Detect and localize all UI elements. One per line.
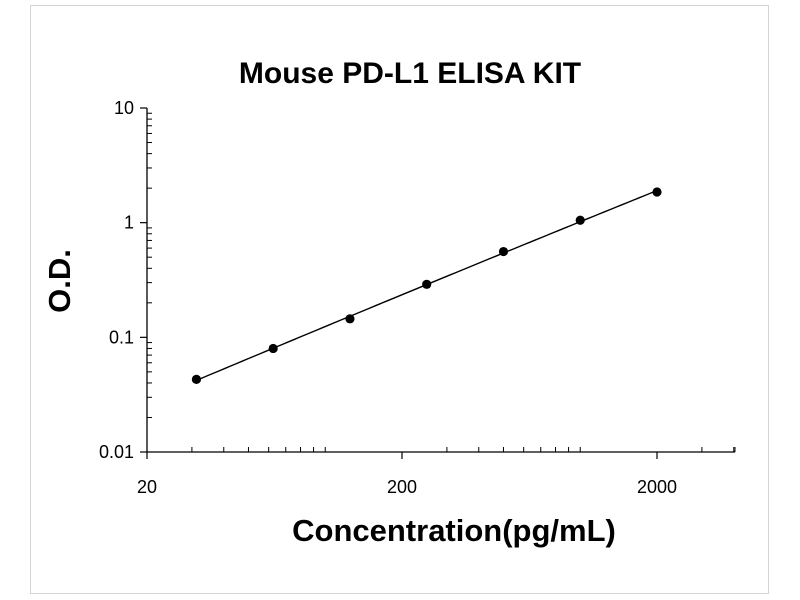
data-point xyxy=(345,314,355,324)
axes-layer xyxy=(140,107,736,459)
data-point xyxy=(191,374,202,384)
data-point xyxy=(268,343,278,354)
y-tick-label: 0.01 xyxy=(99,442,134,462)
chart-title: Mouse PD-L1 ELISA KIT xyxy=(239,57,581,90)
tick-labels-layer: 0.01 0.1 1 10 20 200 2000 xyxy=(99,98,677,497)
data-point xyxy=(422,279,432,289)
x-tick-label: 200 xyxy=(387,477,417,497)
y-tick-label: 1 xyxy=(124,213,134,233)
x-axis-label: Concentration(pg/mL) xyxy=(292,513,616,548)
y-tick-label: 0.1 xyxy=(109,327,134,347)
x-tick-label: 2000 xyxy=(637,477,677,497)
data-point xyxy=(652,187,662,197)
data-points-layer xyxy=(191,187,662,384)
y-tick-label: 10 xyxy=(114,98,134,118)
y-axis-label: O.D. xyxy=(42,249,77,313)
chart-border xyxy=(30,5,769,594)
data-point xyxy=(575,215,585,225)
data-point xyxy=(498,246,509,257)
x-tick-label: 20 xyxy=(137,477,157,497)
